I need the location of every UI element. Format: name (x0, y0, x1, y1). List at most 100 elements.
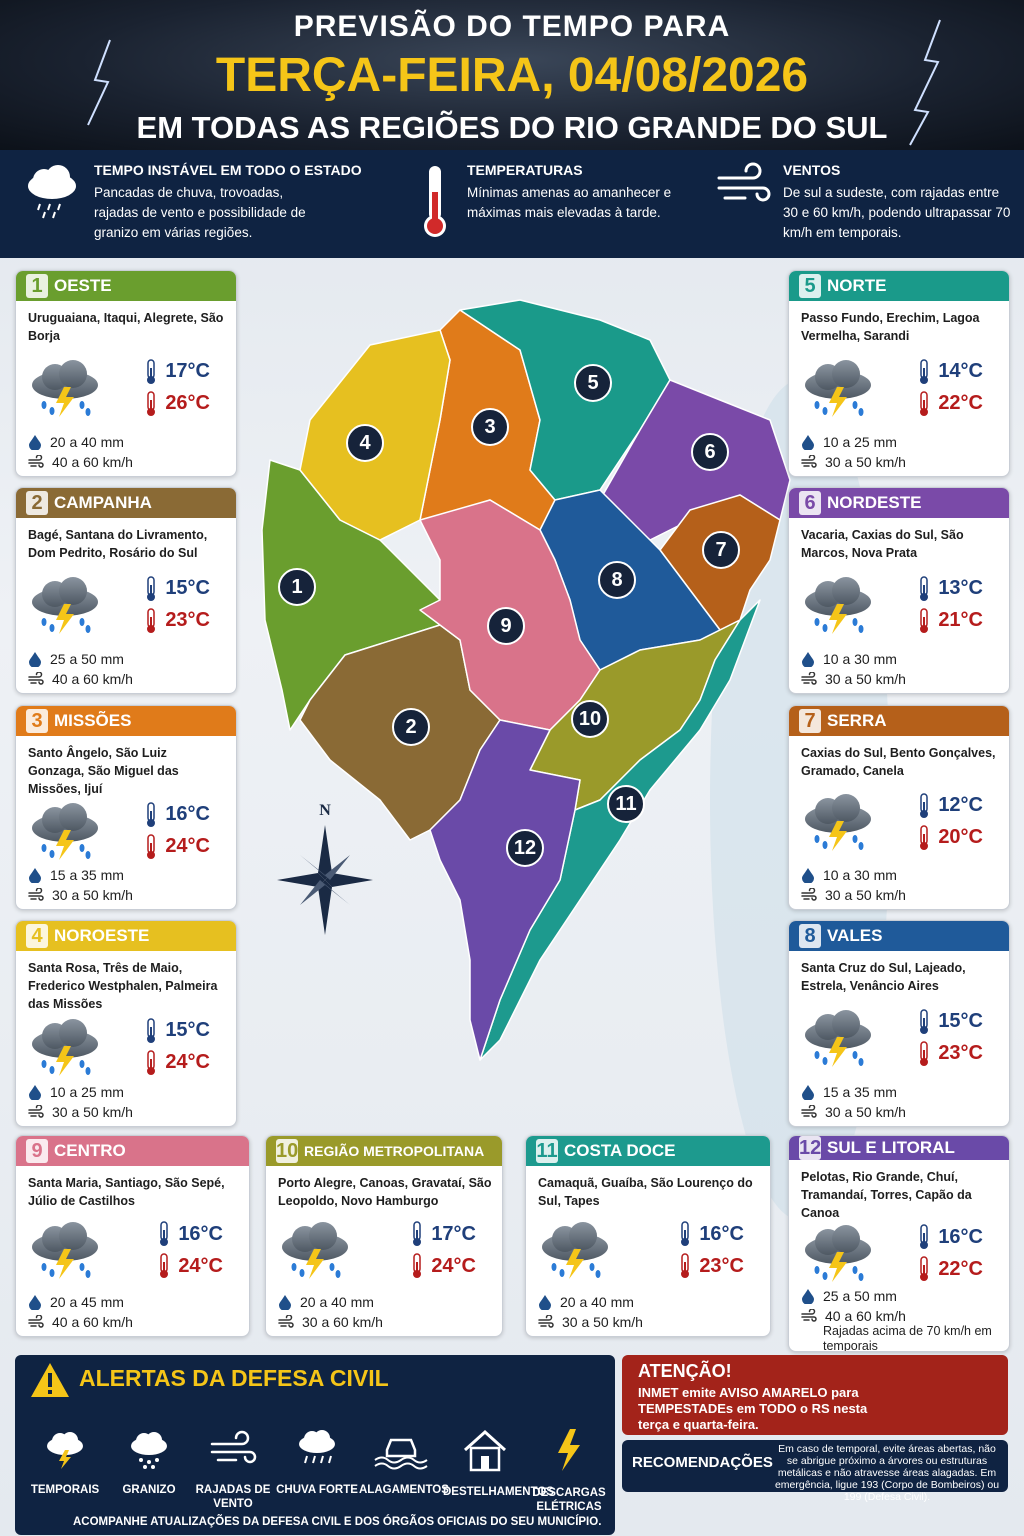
min-temp: 17°C (431, 1222, 476, 1245)
thermometer-icon-part (920, 1256, 929, 1281)
wind-icon (801, 1105, 817, 1119)
thermometer-icon-part-part (413, 1238, 422, 1246)
wind-icon-part (28, 672, 44, 685)
wind-icon-part-part-part (801, 679, 817, 685)
rain-icon (801, 1084, 815, 1100)
cloud-icon-part-part (52, 211, 56, 219)
min-temp: 17°C (165, 360, 210, 382)
storm-icon-part-part-part (85, 624, 91, 633)
thermometer-icon-part-part (150, 399, 153, 410)
thermometer-icon (918, 358, 930, 385)
thermometer-icon-part (160, 1253, 169, 1278)
thermometer-icon-part-part (681, 1238, 690, 1246)
thermometer-icon-part-part (681, 1270, 690, 1278)
alert-icon-part (374, 1438, 428, 1470)
thermometer-icon-part-part (147, 624, 156, 633)
alert-icon-part-part (59, 1450, 71, 1469)
map-number: 9 (487, 607, 525, 645)
alert-icon-part (47, 1432, 83, 1469)
wind-icon (801, 888, 817, 902)
region-cities: Passo Fundo, Erechim, Lagoa Vermelha, Sa… (801, 311, 980, 343)
thermometer-icon-part-part (150, 1026, 153, 1037)
storm-icon-part-part (56, 1249, 74, 1279)
thermometer-icon-part (432, 192, 438, 224)
measures: 20 a 40 mm 30 a 50 km/h (538, 1290, 760, 1330)
card-body: Santo Ângelo, São Luiz Gonzaga, São Migu… (16, 736, 236, 909)
rain: 20 a 40 mm (560, 1294, 634, 1310)
wind: 30 a 50 km/h (52, 1104, 133, 1120)
wind-icon-part (801, 672, 817, 685)
temperatures: 15°C 23°C (145, 575, 210, 634)
thermometer-icon (918, 1008, 930, 1035)
compass-part (318, 880, 332, 935)
storm-icon-part-part (551, 1263, 601, 1278)
min-temp-row: 16°C (158, 1221, 223, 1247)
thermometer-icon-part (920, 824, 929, 850)
storm-icon-part-part-part (852, 617, 858, 626)
thermometer-icon-part-part (923, 1265, 926, 1275)
alert-icon-part-part-part (328, 1455, 332, 1464)
rain-icon-part (29, 1085, 41, 1100)
wind-icon-part-part-part (278, 1315, 293, 1321)
map-number: 8 (598, 561, 636, 599)
measures: 10 a 30 mm 30 a 50 km/h (801, 863, 999, 903)
rain-icon (28, 867, 42, 883)
rain-icon (801, 434, 815, 450)
thermometer-icon-part (147, 390, 156, 416)
wind-icon (278, 1315, 294, 1329)
card-header: 4 NOROESTE (16, 921, 236, 951)
rain-icon-part (29, 1295, 41, 1310)
wind-icon-part (801, 455, 817, 468)
min-temp-row: 16°C (679, 1221, 744, 1247)
storm-icon-part-part (829, 1252, 847, 1282)
alert-icon-part-part (481, 1456, 489, 1470)
min-temp: 14°C (938, 360, 983, 382)
max-temp: 24°C (431, 1254, 476, 1277)
alert-icon-part-part (146, 1432, 162, 1448)
wind-icon-part-part (717, 186, 771, 202)
thermometer-icon-part-part (163, 1262, 166, 1272)
title-line: PREVISÃO DO TEMPO PARA (293, 10, 731, 43)
region-cities: Santo Ângelo, São Luiz Gonzaga, São Migu… (28, 746, 179, 796)
storm-icon-part-part-part (814, 1266, 820, 1274)
title-line: EM TODAS AS REGIÕES DO RIO GRANDE DO SUL (136, 110, 888, 145)
region-cities: Camaquã, Guaíba, São Lourenço do Sul, Ta… (538, 1176, 753, 1208)
alert-icon-part (299, 1430, 335, 1464)
summary-title: VENTOS (783, 162, 841, 178)
wind-icon-part-part-part (801, 672, 816, 678)
region-card: 11 COSTA DOCE Camaquã, Guaíba, São Lourenç… (525, 1135, 771, 1337)
thermometer-icon-part-part (923, 1017, 926, 1028)
map-number: 10 (571, 700, 609, 738)
max-temp: 23°C (699, 1254, 744, 1277)
thermometer-icon-part-part (413, 1270, 422, 1278)
min-temp-row: 15°C (145, 575, 210, 602)
region-card: 9 CENTRO Santa Maria, Santiago, São Sepé, … (15, 1135, 250, 1337)
alert-icon (208, 1427, 258, 1473)
thermometer-icon-part (920, 575, 929, 601)
rain-icon-part-part (29, 435, 41, 450)
storm-icon-part (805, 793, 871, 851)
alert-icon-part-part-part (143, 1465, 147, 1469)
card-header: 6 NORDESTE (789, 488, 1009, 518)
compass-part (325, 873, 373, 887)
storm-icon-part-part-part (85, 1066, 91, 1075)
card-body: Vacaria, Caxias do Sul, São Marcos, Nova… (789, 518, 1009, 693)
alert-label: DESTELHAMENTOS (443, 1486, 554, 1498)
thermometer-icon-part (147, 833, 156, 859)
thermometer-icon (145, 1049, 157, 1076)
alert-icon-part-part (385, 1438, 417, 1458)
thermometer-icon-part-part (684, 1230, 687, 1240)
cloud-icon-part-part (42, 211, 46, 219)
thermometer-icon-part-part (920, 624, 929, 633)
max-temp: 24°C (165, 835, 210, 857)
alert-label: CHUVA FORTE (276, 1484, 358, 1496)
card-body: Santa Maria, Santiago, São Sepé, Júlio d… (16, 1166, 249, 1336)
wind-row: 40 a 60 km/h (28, 1314, 239, 1330)
storm-icon-part-part (829, 1036, 847, 1067)
rain-row: 20 a 40 mm (278, 1294, 492, 1310)
region-card: 4 NOROESTE Santa Rosa, Três de Maio, Frede… (15, 920, 237, 1127)
weather-row: 15°C 24°C (28, 1016, 226, 1078)
temperatures: 15°C 23°C (918, 1008, 983, 1067)
alert-icon-part-part-part (304, 1455, 308, 1464)
alert-icon-part-part-part (312, 1455, 316, 1464)
